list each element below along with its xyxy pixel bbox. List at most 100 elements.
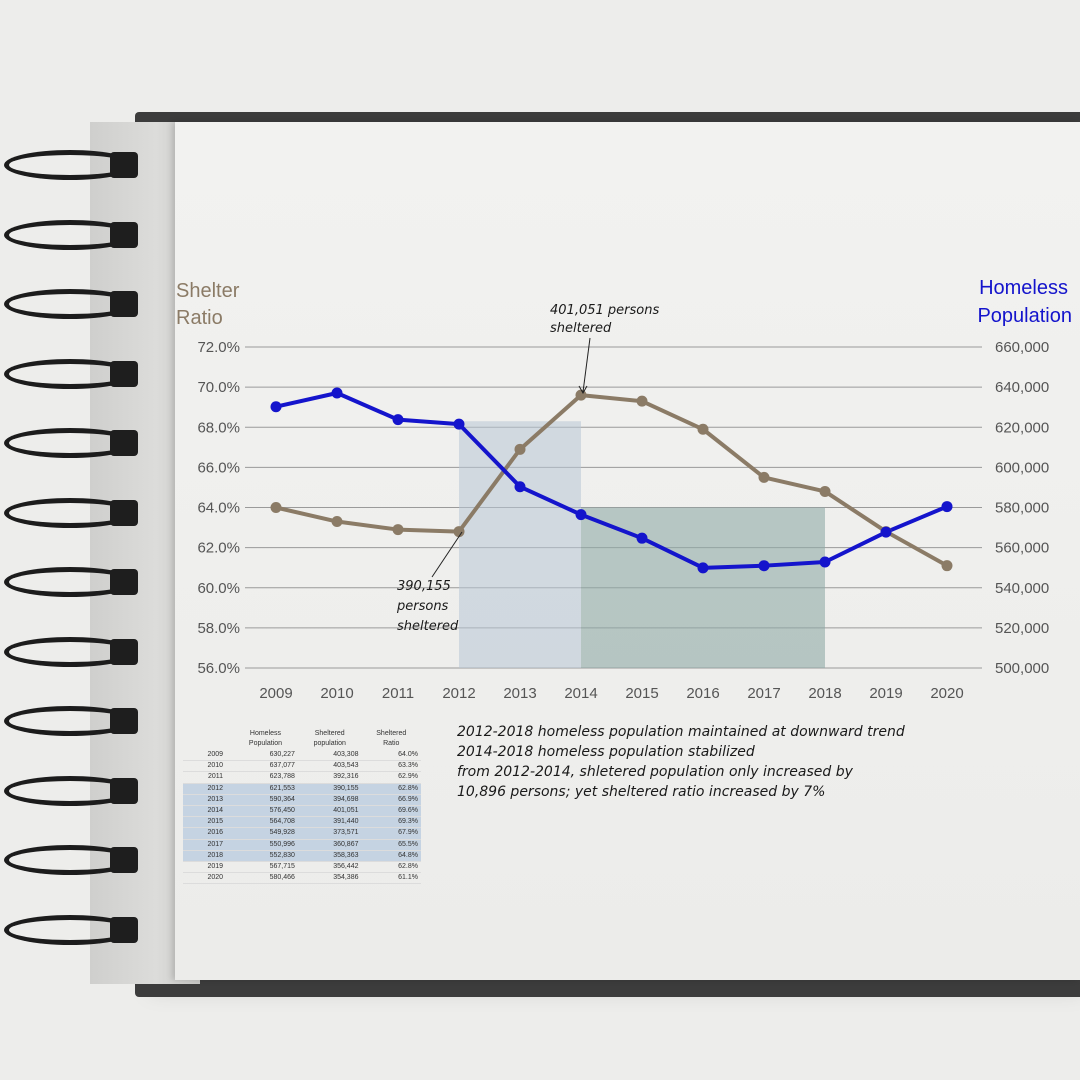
x-tick-label: 2010	[320, 685, 353, 702]
table-cell: 64.8%	[361, 850, 421, 863]
table-cell: 67.9%	[361, 827, 421, 840]
table-header-row: Homeless Population Sheltered population S…	[183, 728, 421, 750]
annotation-2014: 401,051 persons sheltered	[550, 303, 659, 395]
spiral-ring	[4, 219, 136, 250]
left-tick-label: 64.0%	[197, 500, 240, 517]
table-cell: 637,077	[233, 760, 298, 773]
spiral-ring-clip	[110, 360, 138, 387]
table-cell: 390,155	[297, 783, 362, 795]
data-point	[697, 423, 709, 435]
table-cell: 69.3%	[361, 816, 421, 829]
data-point	[453, 526, 465, 538]
x-tick-label: 2009	[259, 685, 292, 702]
table-cell: 550,996	[233, 839, 298, 851]
spiral-ring-clip	[110, 708, 138, 734]
table-cell: 64.0%	[361, 750, 421, 762]
data-point	[636, 395, 648, 407]
data-table: Homeless Population Sheltered population S…	[183, 728, 421, 885]
table-cell: 564,708	[233, 816, 298, 829]
table-row: 2019 567,715 356,442 62.8%	[183, 861, 421, 874]
data-point	[941, 560, 953, 572]
table-cell: 394,698	[297, 794, 362, 807]
data-point	[331, 387, 343, 399]
x-tick-label: 2019	[869, 685, 902, 702]
spiral-ring	[4, 845, 136, 875]
table-cell: 69.6%	[361, 805, 421, 818]
spiral-ring-clip	[110, 916, 138, 943]
x-tick-label: 2017	[747, 685, 780, 702]
table-cell: 576,450	[233, 805, 298, 818]
table-cell: 2018	[183, 850, 234, 863]
table-row: 2020 580,466 354,386 61.1%	[183, 872, 421, 885]
series-line	[275, 390, 948, 570]
data-point	[392, 414, 404, 426]
table-cell: 2015	[183, 816, 234, 829]
data-point	[514, 443, 526, 455]
right-tick-label: 580,000	[995, 500, 1049, 517]
table-cell: 549,928	[233, 827, 298, 840]
spiral-ring	[4, 150, 136, 180]
series-line	[275, 393, 948, 568]
x-tick-label: 2016	[686, 685, 719, 702]
spiral-ring	[4, 497, 136, 528]
table-header-cell: Sheltered Ratio	[376, 730, 407, 747]
table-cell: 401,051	[297, 805, 362, 818]
table-cell: 567,715	[233, 861, 298, 874]
table-cell: 2017	[183, 839, 234, 851]
table-cell: 2020	[183, 872, 234, 885]
table-row: 2015 564,708 391,440 69.3%	[183, 816, 421, 829]
table-cell: 2012	[183, 783, 234, 795]
table-cell: 403,308	[297, 750, 362, 762]
table-cell: 354,386	[297, 872, 362, 885]
axis-ticks: 56.0% 58.0% 60.0% 62.0% 64.0% 66.0% 68.0% 70.0%…	[197, 339, 1049, 702]
table-cell: 621,553	[233, 783, 298, 795]
table-cell: 2010	[183, 760, 234, 773]
spiral-ring-clip	[110, 777, 138, 804]
notes: 2012-2018 homeless population maintained…	[457, 722, 1017, 802]
data-point	[453, 418, 465, 430]
annotation-2014-arrowhead	[578, 385, 588, 395]
right-tick-label: 520,000	[995, 620, 1049, 637]
table-cell: 2019	[183, 861, 234, 874]
table-cell: 590,364	[233, 794, 298, 807]
data-point	[270, 502, 282, 513]
right-tick-label: 620,000	[995, 419, 1049, 436]
spiral-ring-clip	[110, 569, 138, 595]
spiral-ring-clip	[110, 221, 138, 248]
table-row: 2011 623,788 392,316 62.9%	[183, 771, 421, 784]
right-tick-label: 540,000	[995, 580, 1049, 597]
spiral-ring	[4, 428, 136, 458]
table-row: 2018 552,830 358,363 64.8%	[183, 850, 421, 863]
annotation-2012-line2: persons	[396, 599, 449, 614]
table-cell: 2013	[183, 794, 234, 807]
table-row: 2012 621,553 390,155 62.8%	[183, 783, 421, 795]
spiral-ring	[4, 636, 136, 667]
table-cell: 356,442	[297, 861, 362, 874]
table-cell: 2009	[183, 750, 234, 762]
data-point	[880, 526, 892, 538]
annotation-2014-line1: 401,051 persons	[550, 303, 659, 318]
spiral-ring	[4, 358, 136, 389]
series-points	[270, 387, 953, 574]
annotation-2014-arrow	[582, 337, 591, 393]
data-point	[697, 562, 709, 574]
annotation-2012-line1: 390,155	[397, 579, 451, 594]
table-cell: 623,788	[233, 771, 298, 784]
left-tick-label: 62.0%	[197, 540, 240, 557]
left-tick-label: 66.0%	[197, 459, 240, 476]
x-tick-label: 2018	[808, 685, 841, 702]
table-header-cell: Sheltered population	[313, 730, 346, 747]
spiral-ring	[4, 775, 136, 806]
table-cell: 391,440	[297, 816, 362, 829]
series-lines	[275, 390, 948, 570]
highlight-bands	[459, 421, 825, 668]
spiral-ring-clip	[110, 847, 138, 873]
table-cell: 2014	[183, 805, 234, 818]
table-header-cell	[183, 728, 233, 750]
right-axis-title-line1: Homeless	[979, 277, 1068, 299]
x-tick-label: 2011	[382, 685, 414, 702]
table-row: 2013 590,364 394,698 66.9%	[183, 794, 421, 807]
table-cell: 360,867	[297, 839, 362, 851]
data-point	[392, 524, 404, 536]
